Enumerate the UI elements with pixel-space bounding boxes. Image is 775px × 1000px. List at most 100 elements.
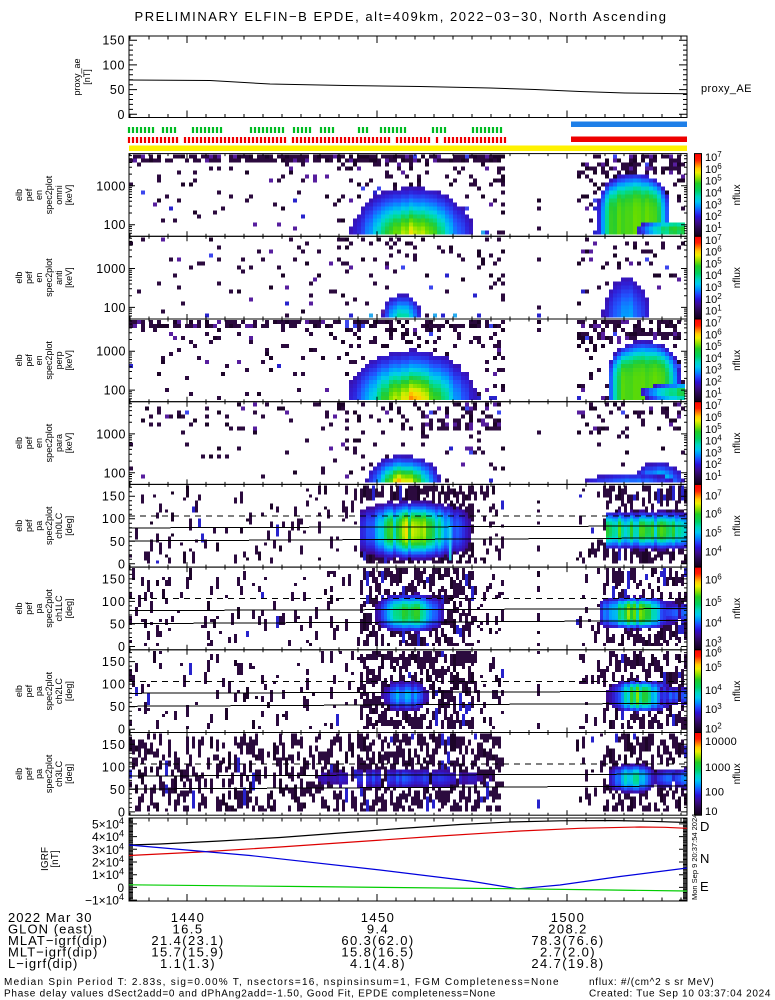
- svg-text:elb: elb: [14, 768, 24, 780]
- svg-text:elb: elb: [14, 437, 24, 449]
- svg-text:1000: 1000: [96, 427, 126, 441]
- svg-text:100: 100: [104, 466, 126, 480]
- svg-text:en: en: [34, 438, 44, 448]
- svg-text:perp: perp: [54, 351, 64, 369]
- svg-text:[nT]: [nT]: [50, 850, 61, 867]
- svg-text:9.4: 9.4: [367, 922, 389, 937]
- svg-text:60.3(62.0): 60.3(62.0): [341, 933, 414, 948]
- svg-text:50: 50: [110, 617, 126, 631]
- svg-text:5×104: 5×104: [92, 816, 124, 832]
- svg-text:[deg]: [deg]: [64, 598, 74, 618]
- svg-text:100: 100: [102, 58, 125, 72]
- svg-text:21.4(23.1): 21.4(23.1): [151, 933, 224, 948]
- svg-text:78.3(76.6): 78.3(76.6): [531, 933, 604, 948]
- svg-text:100: 100: [102, 512, 126, 526]
- svg-text:1×104: 1×104: [92, 867, 124, 883]
- svg-text:en: en: [34, 273, 44, 283]
- svg-text:24.7(19.8): 24.7(19.8): [531, 956, 604, 971]
- svg-text:1000: 1000: [96, 262, 126, 276]
- svg-text:ch2LC: ch2LC: [54, 678, 64, 705]
- svg-text:0: 0: [118, 640, 126, 654]
- svg-text:pef: pef: [24, 602, 34, 615]
- svg-text:proxy_ae: proxy_ae: [72, 58, 82, 95]
- svg-text:[keV]: [keV]: [64, 350, 74, 371]
- svg-text:elb: elb: [14, 189, 24, 201]
- svg-text:nflux: nflux: [732, 350, 743, 371]
- svg-text:IGRF: IGRF: [40, 847, 51, 871]
- svg-text:3×104: 3×104: [92, 841, 124, 857]
- svg-text:100: 100: [104, 384, 126, 398]
- svg-text:elb: elb: [14, 602, 24, 614]
- svg-text:[deg]: [deg]: [64, 681, 74, 701]
- svg-text:GLON (east): GLON (east): [8, 922, 93, 937]
- svg-text:spec2plot: spec2plot: [44, 754, 54, 793]
- svg-text:nflux: nflux: [732, 598, 743, 619]
- svg-text:−1×104: −1×104: [85, 892, 124, 908]
- svg-text:MLAT−igrf(dip): MLAT−igrf(dip): [8, 933, 108, 948]
- svg-text:nflux: nflux: [732, 267, 743, 288]
- svg-text:pef: pef: [24, 271, 34, 284]
- svg-text:pef: pef: [24, 684, 34, 697]
- svg-text:50: 50: [110, 535, 126, 549]
- svg-text:Created: Tue Sep 10 03:37:04 2: Created: Tue Sep 10 03:37:04 2024: [589, 989, 771, 1000]
- svg-text:L−igrf(dip): L−igrf(dip): [8, 956, 78, 971]
- svg-text:0: 0: [117, 881, 124, 895]
- svg-text:4×104: 4×104: [92, 829, 124, 845]
- svg-text:nflux: nflux: [732, 184, 743, 205]
- svg-text:E: E: [700, 879, 709, 894]
- svg-text:pa: pa: [34, 521, 44, 531]
- svg-text:1500: 1500: [551, 910, 586, 925]
- svg-text:1000: 1000: [96, 345, 126, 359]
- svg-text:0: 0: [118, 557, 126, 571]
- svg-text:150: 150: [102, 738, 126, 752]
- svg-text:nflux: nflux: [732, 681, 743, 702]
- svg-text:proxy_AE: proxy_AE: [701, 83, 752, 95]
- svg-text:anti: anti: [54, 270, 64, 285]
- svg-text:1.1(1.3): 1.1(1.3): [160, 956, 216, 971]
- svg-text:D: D: [700, 819, 709, 834]
- svg-text:[keV]: [keV]: [64, 433, 74, 454]
- svg-text:pef: pef: [24, 767, 34, 780]
- svg-text:nflux: nflux: [732, 432, 743, 453]
- svg-text:nflux: nflux: [732, 763, 743, 784]
- svg-text:[nT]: [nT]: [82, 69, 92, 85]
- svg-text:15.7(15.9): 15.7(15.9): [151, 945, 224, 960]
- svg-text:pef: pef: [24, 436, 34, 449]
- svg-text:pef: pef: [24, 519, 34, 532]
- svg-text:1000: 1000: [705, 762, 731, 774]
- svg-text:MLT−igrf(dip): MLT−igrf(dip): [8, 945, 98, 960]
- svg-text:para: para: [54, 434, 64, 452]
- svg-text:spec2plot: spec2plot: [44, 589, 54, 628]
- svg-text:100: 100: [102, 760, 126, 774]
- svg-text:1440: 1440: [171, 910, 206, 925]
- svg-text:Median Spin Period T: 2.83s, s: Median Spin Period T: 2.83s, sig=0.00% T…: [4, 977, 560, 988]
- svg-text:150: 150: [102, 34, 125, 48]
- svg-text:[deg]: [deg]: [64, 516, 74, 536]
- svg-text:[deg]: [deg]: [64, 764, 74, 784]
- svg-text:1000: 1000: [96, 179, 126, 193]
- svg-text:50: 50: [110, 783, 126, 797]
- svg-text:150: 150: [102, 572, 126, 586]
- svg-text:[keV]: [keV]: [64, 185, 74, 206]
- svg-text:spec2plot: spec2plot: [44, 671, 54, 710]
- svg-text:10: 10: [705, 806, 718, 818]
- svg-text:pef: pef: [24, 354, 34, 367]
- svg-text:4.1(4.8): 4.1(4.8): [350, 956, 406, 971]
- svg-text:ch0LC: ch0LC: [54, 512, 64, 539]
- svg-text:spec2plot: spec2plot: [44, 258, 54, 297]
- svg-text:nflux: nflux: [732, 515, 743, 536]
- svg-text:50: 50: [110, 83, 125, 97]
- svg-text:elb: elb: [14, 354, 24, 366]
- svg-text:100: 100: [104, 218, 126, 232]
- svg-text:1450: 1450: [361, 910, 396, 925]
- svg-text:2022 Mar 30: 2022 Mar 30: [8, 910, 93, 925]
- svg-text:ch3LC: ch3LC: [54, 760, 64, 787]
- svg-text:elb: elb: [14, 520, 24, 532]
- svg-text:elb: elb: [14, 272, 24, 284]
- svg-text:100: 100: [102, 595, 126, 609]
- svg-text:en: en: [34, 190, 44, 200]
- svg-text:PRELIMINARY ELFIN−B EPDE, alt=: PRELIMINARY ELFIN−B EPDE, alt=409km, 202…: [134, 9, 667, 24]
- svg-text:0: 0: [118, 723, 126, 737]
- svg-text:16.5: 16.5: [173, 922, 204, 937]
- svg-text:pa: pa: [34, 603, 44, 613]
